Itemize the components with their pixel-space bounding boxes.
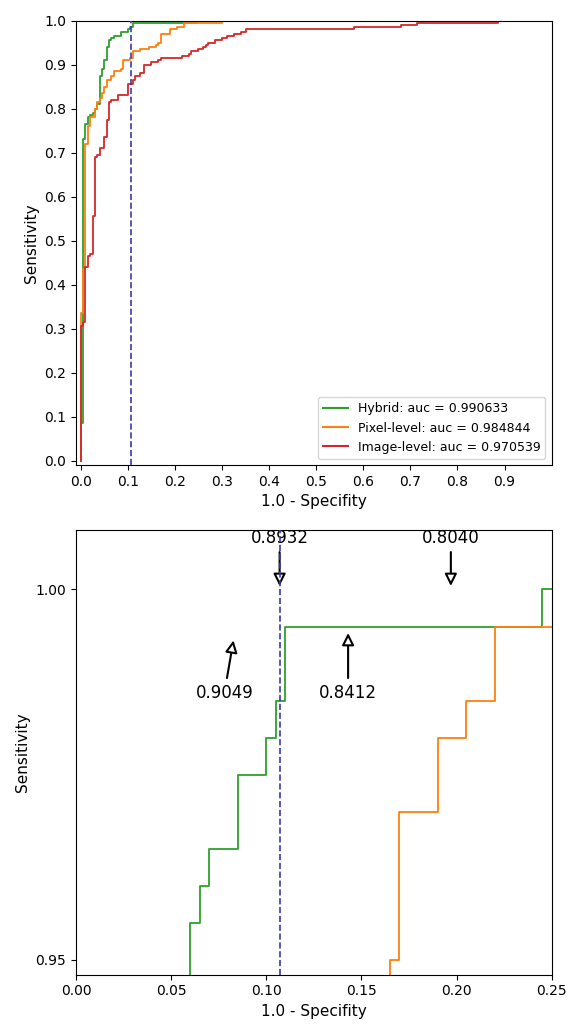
Text: 0.8412: 0.8412 <box>319 635 377 702</box>
Pixel-level: auc = 0.984844: (0.11, 0.93): auc = 0.984844: (0.11, 0.93) <box>129 45 136 58</box>
Hybrid: auc = 0.990633: (1, 1): auc = 0.990633: (1, 1) <box>548 14 555 27</box>
Image-level: auc = 0.970539: (0.885, 1): auc = 0.970539: (0.885, 1) <box>494 14 501 27</box>
X-axis label: 1.0 - Specifity: 1.0 - Specifity <box>261 1004 367 1018</box>
Image-level: auc = 0.970539: (0.14, 0.9): auc = 0.970539: (0.14, 0.9) <box>143 58 150 70</box>
Hybrid: auc = 0.990633: (0.785, 1): auc = 0.990633: (0.785, 1) <box>447 14 454 27</box>
Hybrid: auc = 0.990633: (0.65, 1): auc = 0.990633: (0.65, 1) <box>384 14 391 27</box>
Hybrid: auc = 0.990633: (0.245, 1): auc = 0.990633: (0.245, 1) <box>193 14 200 27</box>
Pixel-level: auc = 0.984844: (0.785, 1): auc = 0.984844: (0.785, 1) <box>447 14 454 27</box>
Image-level: auc = 0.970539: (0.3, 0.955): auc = 0.970539: (0.3, 0.955) <box>218 34 225 47</box>
Pixel-level: auc = 0.984844: (1, 1): auc = 0.984844: (1, 1) <box>548 14 555 27</box>
Pixel-level: auc = 0.984844: (0.3, 1): auc = 0.984844: (0.3, 1) <box>218 14 225 27</box>
Image-level: auc = 0.970539: (0, 0): auc = 0.970539: (0, 0) <box>77 454 84 466</box>
Image-level: auc = 0.970539: (0.165, 0.905): auc = 0.970539: (0.165, 0.905) <box>155 56 162 68</box>
Y-axis label: Sensitivity: Sensitivity <box>24 203 39 282</box>
Hybrid: auc = 0.990633: (0.075, 0.965): auc = 0.990633: (0.075, 0.965) <box>112 30 119 42</box>
X-axis label: 1.0 - Specifity: 1.0 - Specifity <box>261 494 367 510</box>
Image-level: auc = 0.970539: (1, 1): auc = 0.970539: (1, 1) <box>548 14 555 27</box>
Line: Hybrid: auc = 0.990633: Hybrid: auc = 0.990633 <box>81 21 552 460</box>
Pixel-level: auc = 0.984844: (0, 0): auc = 0.984844: (0, 0) <box>77 454 84 466</box>
Text: 0.8932: 0.8932 <box>251 528 308 583</box>
Text: 0.9049: 0.9049 <box>196 643 253 702</box>
Legend: Hybrid: auc = 0.990633, Pixel-level: auc = 0.984844, Image-level: auc = 0.970539: Hybrid: auc = 0.990633, Pixel-level: auc… <box>318 397 545 459</box>
Pixel-level: auc = 0.984844: (0.135, 0.935): auc = 0.984844: (0.135, 0.935) <box>141 42 148 55</box>
Hybrid: auc = 0.990633: (0, 0): auc = 0.990633: (0, 0) <box>77 454 84 466</box>
Pixel-level: auc = 0.984844: (0, 0.25): auc = 0.984844: (0, 0.25) <box>77 344 84 357</box>
Image-level: auc = 0.970539: (0.785, 0.995): auc = 0.970539: (0.785, 0.995) <box>447 17 454 29</box>
Line: Pixel-level: auc = 0.984844: Pixel-level: auc = 0.984844 <box>81 21 552 460</box>
Line: Image-level: auc = 0.970539: Image-level: auc = 0.970539 <box>81 21 552 460</box>
Pixel-level: auc = 0.984844: (0.26, 0.995): auc = 0.984844: (0.26, 0.995) <box>200 17 207 29</box>
Hybrid: auc = 0.990633: (0.095, 0.975): auc = 0.990633: (0.095, 0.975) <box>122 25 129 37</box>
Y-axis label: Sensitivity: Sensitivity <box>15 712 30 792</box>
Image-level: auc = 0.970539: (0, 0.25): auc = 0.970539: (0, 0.25) <box>77 344 84 357</box>
Pixel-level: auc = 0.984844: (0.65, 1): auc = 0.984844: (0.65, 1) <box>384 14 391 27</box>
Image-level: auc = 0.970539: (0.66, 0.985): auc = 0.970539: (0.66, 0.985) <box>388 21 395 33</box>
Hybrid: auc = 0.990633: (0.005, 0.245): auc = 0.990633: (0.005, 0.245) <box>80 346 87 359</box>
Hybrid: auc = 0.990633: (0.26, 1): auc = 0.990633: (0.26, 1) <box>200 14 207 27</box>
Text: 0.8040: 0.8040 <box>422 528 480 583</box>
